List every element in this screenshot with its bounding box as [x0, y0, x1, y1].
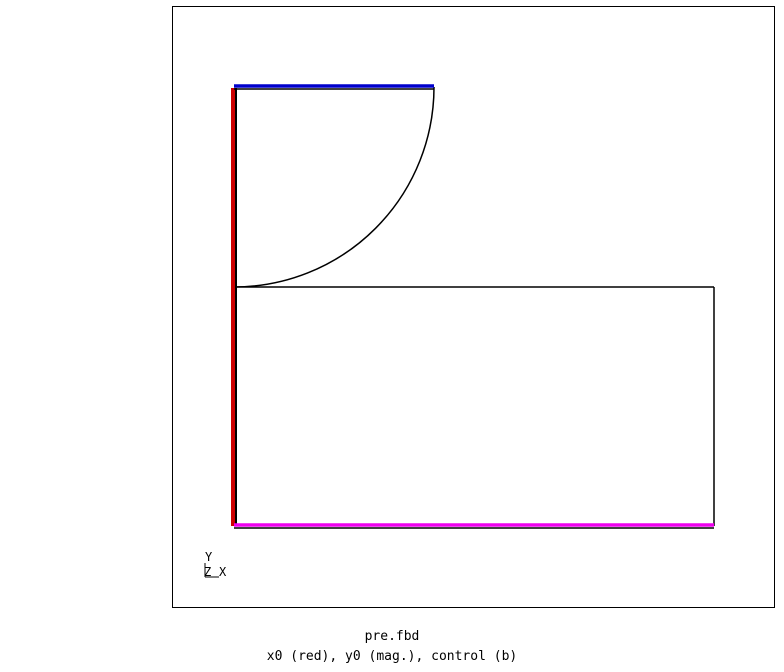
axis-x-label: X [219, 565, 227, 579]
set-x0 [231, 88, 237, 526]
axis-triad: Y Z X [204, 550, 227, 579]
drawing-frame [172, 6, 775, 608]
geometry [233, 86, 715, 526]
axis-z-label: Z [204, 565, 211, 579]
axis-y-label: Y [205, 550, 213, 564]
set-y0 [234, 523, 714, 529]
quarter-arc [233, 86, 435, 288]
caption-filename: pre.fbd [364, 629, 420, 644]
set-control [234, 84, 434, 90]
caption-legend: x0 (red), y0 (mag.), control (b) [266, 649, 518, 664]
